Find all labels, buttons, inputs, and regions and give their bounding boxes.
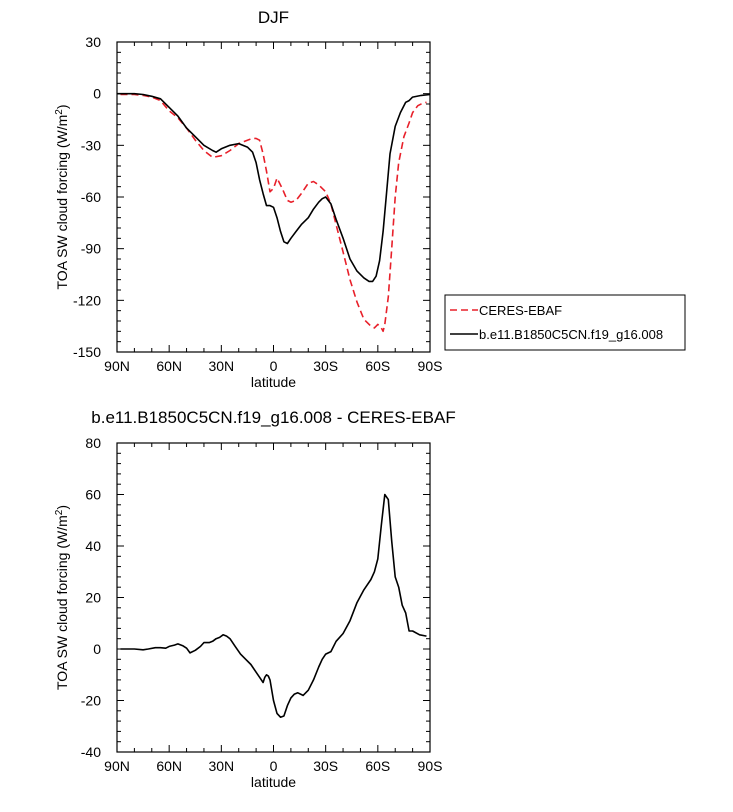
panel2-title: b.e11.B1850C5CN.f19_g16.008 - CERES-EBAF xyxy=(91,408,455,427)
panel1-y-tick-label: 30 xyxy=(85,34,101,50)
panel1-x-tick-label: 90N xyxy=(104,358,130,374)
panel1-title: DJF xyxy=(258,8,289,27)
panel1-x-tick-label: 30S xyxy=(313,358,338,374)
panel2-series-line-1 xyxy=(120,493,427,719)
panel2-y-tick-label: -40 xyxy=(81,744,101,760)
panel1-x-tick-label: 90S xyxy=(418,358,443,374)
panel2-y-tick-label: 60 xyxy=(85,487,101,503)
panel2-y-axis-label-sup: 2 xyxy=(54,509,65,515)
panel1-y-tick-label: -120 xyxy=(73,292,101,308)
panel1-x-tick-label: 60N xyxy=(156,358,182,374)
panel1-legend-label: b.e11.B1850C5CN.f19_g16.008 xyxy=(479,327,663,342)
panel2-chart: b.e11.B1850C5CN.f19_g16.008 - CERES-EBAF… xyxy=(54,408,456,790)
panel2-y-tick-label: 0 xyxy=(93,641,101,657)
panel1-legend-label: CERES-EBAF xyxy=(479,303,562,318)
panel1-y-axis-label-sup: 2 xyxy=(54,109,65,115)
panel1-legend: CERES-EBAF b.e11.B1850C5CN.f19_g16.008 xyxy=(444,294,686,351)
panel2-y-axis-label-main: TOA SW cloud forcing (W/m xyxy=(54,515,70,690)
panel1-y-tick-label: 0 xyxy=(93,86,101,102)
panel1-x-tick-label: 30N xyxy=(208,358,234,374)
panel1-plot-frame xyxy=(116,41,431,353)
panel2-x-tick-label: 90S xyxy=(418,758,443,774)
panel1-y-tick-label: -90 xyxy=(81,241,101,257)
panel2-x-tick-label: 0 xyxy=(270,758,278,774)
panel2-y-tick-label: 20 xyxy=(85,590,101,606)
panel1-y-tick-label: -150 xyxy=(73,344,101,360)
panel2-x-tick-label: 60S xyxy=(365,758,390,774)
panel1-chart: DJF 90N 60N 30N 0 30S 60S 90S 30 0 -30 -60 -90 -120 -1… xyxy=(54,8,686,390)
panel1-series-line-2 xyxy=(117,92,431,283)
panel2-x-tick-label: 90N xyxy=(104,758,130,774)
panel1-legend-box xyxy=(444,294,686,351)
panel2-x-tick-label: 60N xyxy=(156,758,182,774)
panel1-y-axis-label-close: ) xyxy=(54,104,70,109)
panel2-plot-frame xyxy=(116,442,431,753)
panel1-x-tick-label: 0 xyxy=(270,358,278,374)
panel2-x-tick-label: 30S xyxy=(313,758,338,774)
panel2-x-axis-label: latitude xyxy=(251,774,296,790)
panel2-y-tick-label: 40 xyxy=(85,538,101,554)
panel1-y-tick-label: -60 xyxy=(81,189,101,205)
panel2-y-axis-label-close: ) xyxy=(54,505,70,510)
panel2-y-axis-label: TOA SW cloud forcing (W/m2) xyxy=(54,505,70,690)
panel2-y-tick-label: -20 xyxy=(81,693,101,709)
panel1-y-axis-label-main: TOA SW cloud forcing (W/m xyxy=(54,115,70,290)
panel1-y-axis-label: TOA SW cloud forcing (W/m2) xyxy=(54,104,70,289)
panel1-x-axis-label: latitude xyxy=(251,374,296,390)
panel1-y-tick-label: -30 xyxy=(81,137,101,153)
panel2-x-tick-label: 30N xyxy=(208,758,234,774)
panel1-series-line-1 xyxy=(120,93,427,333)
panel1-x-tick-label: 60S xyxy=(365,358,390,374)
panel2-y-tick-label: 80 xyxy=(85,435,101,451)
